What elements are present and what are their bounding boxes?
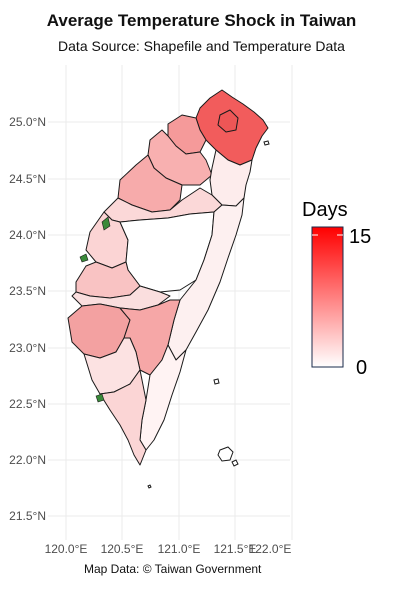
y-axis-labels: 25.0°N 24.5°N 24.0°N 23.5°N 23.0°N 22.5°… — [9, 115, 46, 523]
legend: Days 15 0 — [302, 199, 371, 379]
y-tick-label: 24.0°N — [9, 228, 46, 242]
island-small-east — [213, 378, 220, 385]
y-tick-label: 21.5°N — [9, 509, 46, 523]
x-axis-labels: 120.0°E 120.5°E 121.0°E 121.5°E 122.0°E — [45, 542, 292, 556]
y-tick-label: 23.0°N — [9, 341, 46, 355]
island-green — [217, 446, 234, 462]
green-area-2 — [79, 253, 89, 263]
county-kaohsiung-city[interactable] — [83, 337, 141, 395]
green-area-3 — [95, 393, 105, 403]
legend-max-label: 15 — [349, 226, 371, 248]
island-orchid — [231, 459, 239, 467]
map-subtitle: Data Source: Shapefile and Temperature D… — [58, 38, 345, 54]
y-tick-label: 25.0°N — [9, 115, 46, 129]
county-regions — [67, 89, 269, 466]
legend-title: Days — [302, 199, 348, 221]
green-areas — [79, 216, 111, 403]
green-area-1 — [101, 216, 111, 231]
y-tick-label: 24.5°N — [9, 172, 46, 186]
county-taipei[interactable] — [217, 109, 239, 133]
y-tick-label: 22.5°N — [9, 397, 46, 411]
map-title: Average Temperature Shock in Taiwan — [46, 11, 357, 30]
x-tick-label: 121.0°E — [158, 542, 201, 556]
x-tick-label: 121.5°E — [214, 542, 257, 556]
island-liuqiu — [147, 484, 152, 489]
x-tick-label: 120.5°E — [101, 542, 144, 556]
legend-min-label: 0 — [356, 357, 367, 379]
county-pingtung[interactable] — [99, 369, 147, 466]
x-tick-label: 120.0°E — [45, 542, 88, 556]
y-tick-label: 22.0°N — [9, 453, 46, 467]
y-tick-label: 23.5°N — [9, 284, 46, 298]
legend-color-bar — [311, 226, 344, 368]
offshore-islands — [147, 140, 270, 489]
x-tick-label: 122.0°E — [249, 542, 292, 556]
map-caption: Map Data: © Taiwan Government — [84, 562, 262, 576]
island-northeast — [263, 140, 270, 146]
